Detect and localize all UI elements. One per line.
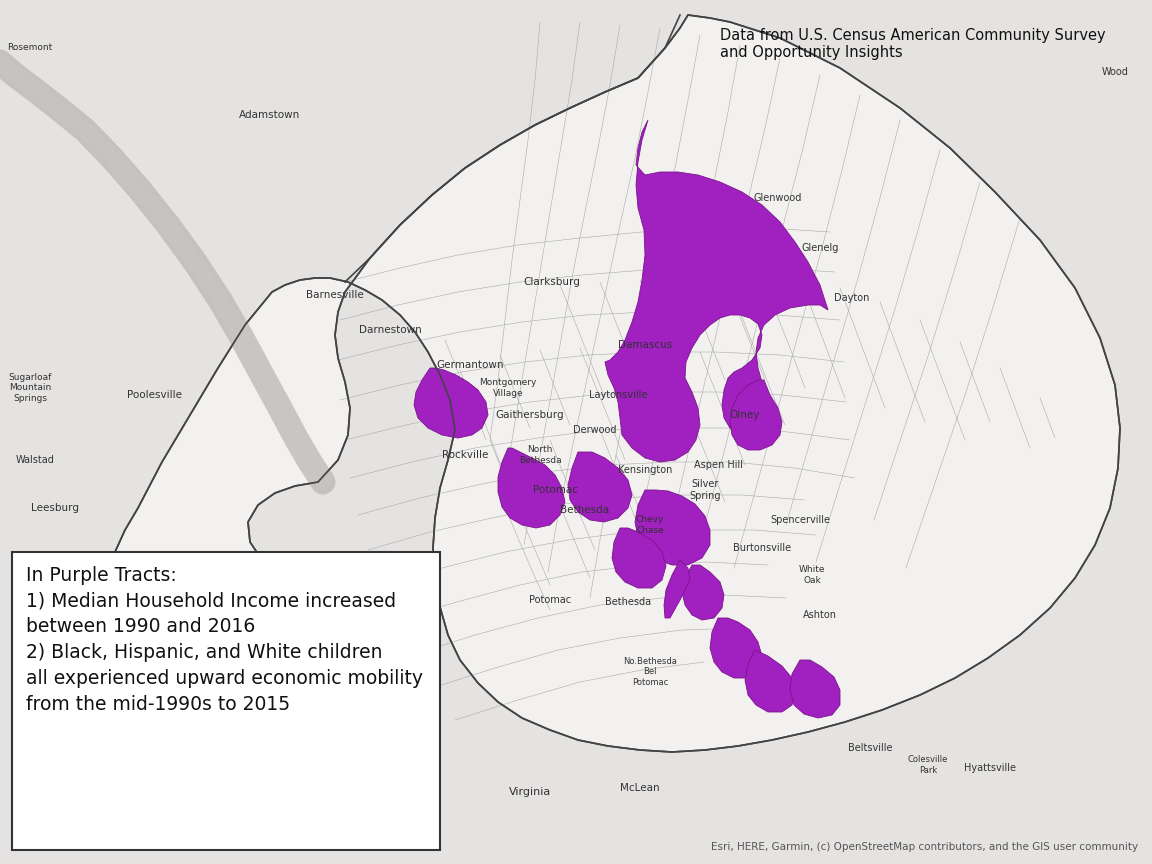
Text: Leesburg: Leesburg	[31, 503, 79, 513]
Text: Ashton: Ashton	[803, 610, 838, 620]
Text: Hyattsville: Hyattsville	[964, 763, 1016, 773]
Text: Derwood: Derwood	[574, 425, 616, 435]
Polygon shape	[414, 368, 488, 438]
Text: Burtonsville: Burtonsville	[733, 543, 791, 553]
Text: Poolesville: Poolesville	[128, 390, 182, 400]
Polygon shape	[745, 650, 796, 712]
Text: Walstad: Walstad	[16, 455, 54, 465]
Polygon shape	[790, 660, 840, 718]
Text: Clarksburg: Clarksburg	[523, 277, 581, 287]
Text: Rockville: Rockville	[442, 450, 488, 460]
Text: No.Bethesda
Bel
Potomac: No.Bethesda Bel Potomac	[623, 658, 677, 687]
Text: Bethesda: Bethesda	[605, 597, 651, 607]
Text: Barnesville: Barnesville	[306, 290, 364, 300]
Text: Bethesda: Bethesda	[560, 505, 609, 515]
Text: Virginia: Virginia	[509, 787, 551, 797]
Text: Darnestown: Darnestown	[358, 325, 422, 335]
Text: Damascus: Damascus	[617, 340, 672, 350]
Text: North
Bethesda: North Bethesda	[518, 445, 561, 465]
Text: Montgomery
Village: Montgomery Village	[479, 378, 537, 397]
FancyBboxPatch shape	[12, 552, 440, 850]
Text: Adamstown: Adamstown	[240, 110, 301, 120]
Text: Sugarloaf
Mountain
Springs: Sugarloaf Mountain Springs	[8, 373, 52, 403]
Polygon shape	[635, 490, 710, 565]
Text: White
Oak: White Oak	[798, 565, 825, 585]
Text: Laytonsville: Laytonsville	[589, 390, 647, 400]
Polygon shape	[682, 565, 723, 620]
Text: Aspen Hill: Aspen Hill	[694, 460, 743, 470]
Polygon shape	[568, 452, 632, 522]
Text: Kensington: Kensington	[617, 465, 672, 475]
Text: McLean: McLean	[620, 783, 660, 793]
Polygon shape	[612, 528, 666, 588]
Polygon shape	[108, 15, 1120, 752]
Text: Dayton: Dayton	[834, 293, 870, 303]
Text: Silver
Spring: Silver Spring	[689, 480, 721, 501]
Text: Beltsville: Beltsville	[848, 743, 893, 753]
Text: Rosemont: Rosemont	[7, 43, 53, 53]
Text: Wood: Wood	[1101, 67, 1129, 77]
Text: Colesville
Park: Colesville Park	[908, 755, 948, 775]
Text: Data from U.S. Census American Community Survey
and Opportunity Insights: Data from U.S. Census American Community…	[720, 28, 1106, 60]
Text: Esri, HERE, Garmin, (c) OpenStreetMap contributors, and the GIS user community: Esri, HERE, Garmin, (c) OpenStreetMap co…	[711, 842, 1138, 852]
Text: Potomac: Potomac	[529, 595, 571, 605]
Text: Chevy
Chase: Chevy Chase	[636, 515, 665, 535]
Polygon shape	[498, 448, 564, 528]
Polygon shape	[730, 380, 782, 450]
Text: In Purple Tracts:
1) Median Household Income increased
between 1990 and 2016
2) : In Purple Tracts: 1) Median Household In…	[26, 566, 423, 714]
Text: Gaithersburg: Gaithersburg	[495, 410, 564, 420]
Text: Glenwood: Glenwood	[753, 193, 802, 203]
Text: Germantown: Germantown	[437, 360, 503, 370]
Text: Glenelg: Glenelg	[802, 243, 839, 253]
Polygon shape	[664, 560, 690, 618]
Polygon shape	[605, 120, 828, 462]
Polygon shape	[710, 618, 761, 678]
Text: Olney: Olney	[730, 410, 760, 420]
Text: Potomac: Potomac	[532, 485, 577, 495]
Text: Spencerville: Spencerville	[770, 515, 829, 525]
